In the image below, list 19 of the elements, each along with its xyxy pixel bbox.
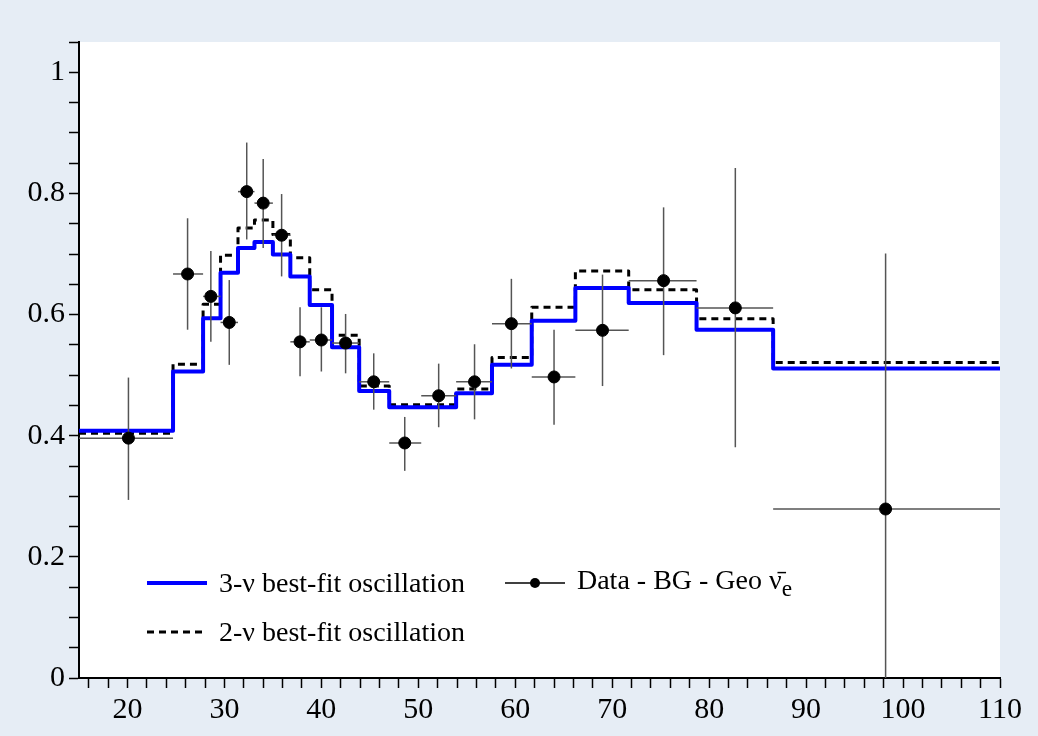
x-tick-label: 20 [112,690,143,724]
y-tick-label: 0.4 [27,416,65,450]
y-tick-label: 0.2 [27,537,65,571]
y-tick-label: 0 [50,658,65,692]
x-tick-label: 110 [978,690,1022,724]
x-tick-label: 40 [306,690,337,724]
y-tick-label: 0.6 [27,295,65,329]
legend-label: 3-ν best-fit oscillation [219,567,465,600]
legend-label: 2-ν best-fit oscillation [219,616,465,648]
legend-label: Data - BG - Geo ν̄$_{e}$ [576,564,793,602]
x-tick-label: 70 [597,690,628,724]
y-tick-label: 0.8 [27,174,65,208]
x-tick-label: 90 [791,690,822,724]
x-tick-label: 30 [209,690,240,724]
x-tick-label: 60 [500,690,531,724]
x-tick-label: 80 [694,690,725,724]
x-tick-label: 100 [880,690,926,724]
y-tick-label: 1 [50,53,65,87]
x-tick-label: 50 [403,690,434,724]
